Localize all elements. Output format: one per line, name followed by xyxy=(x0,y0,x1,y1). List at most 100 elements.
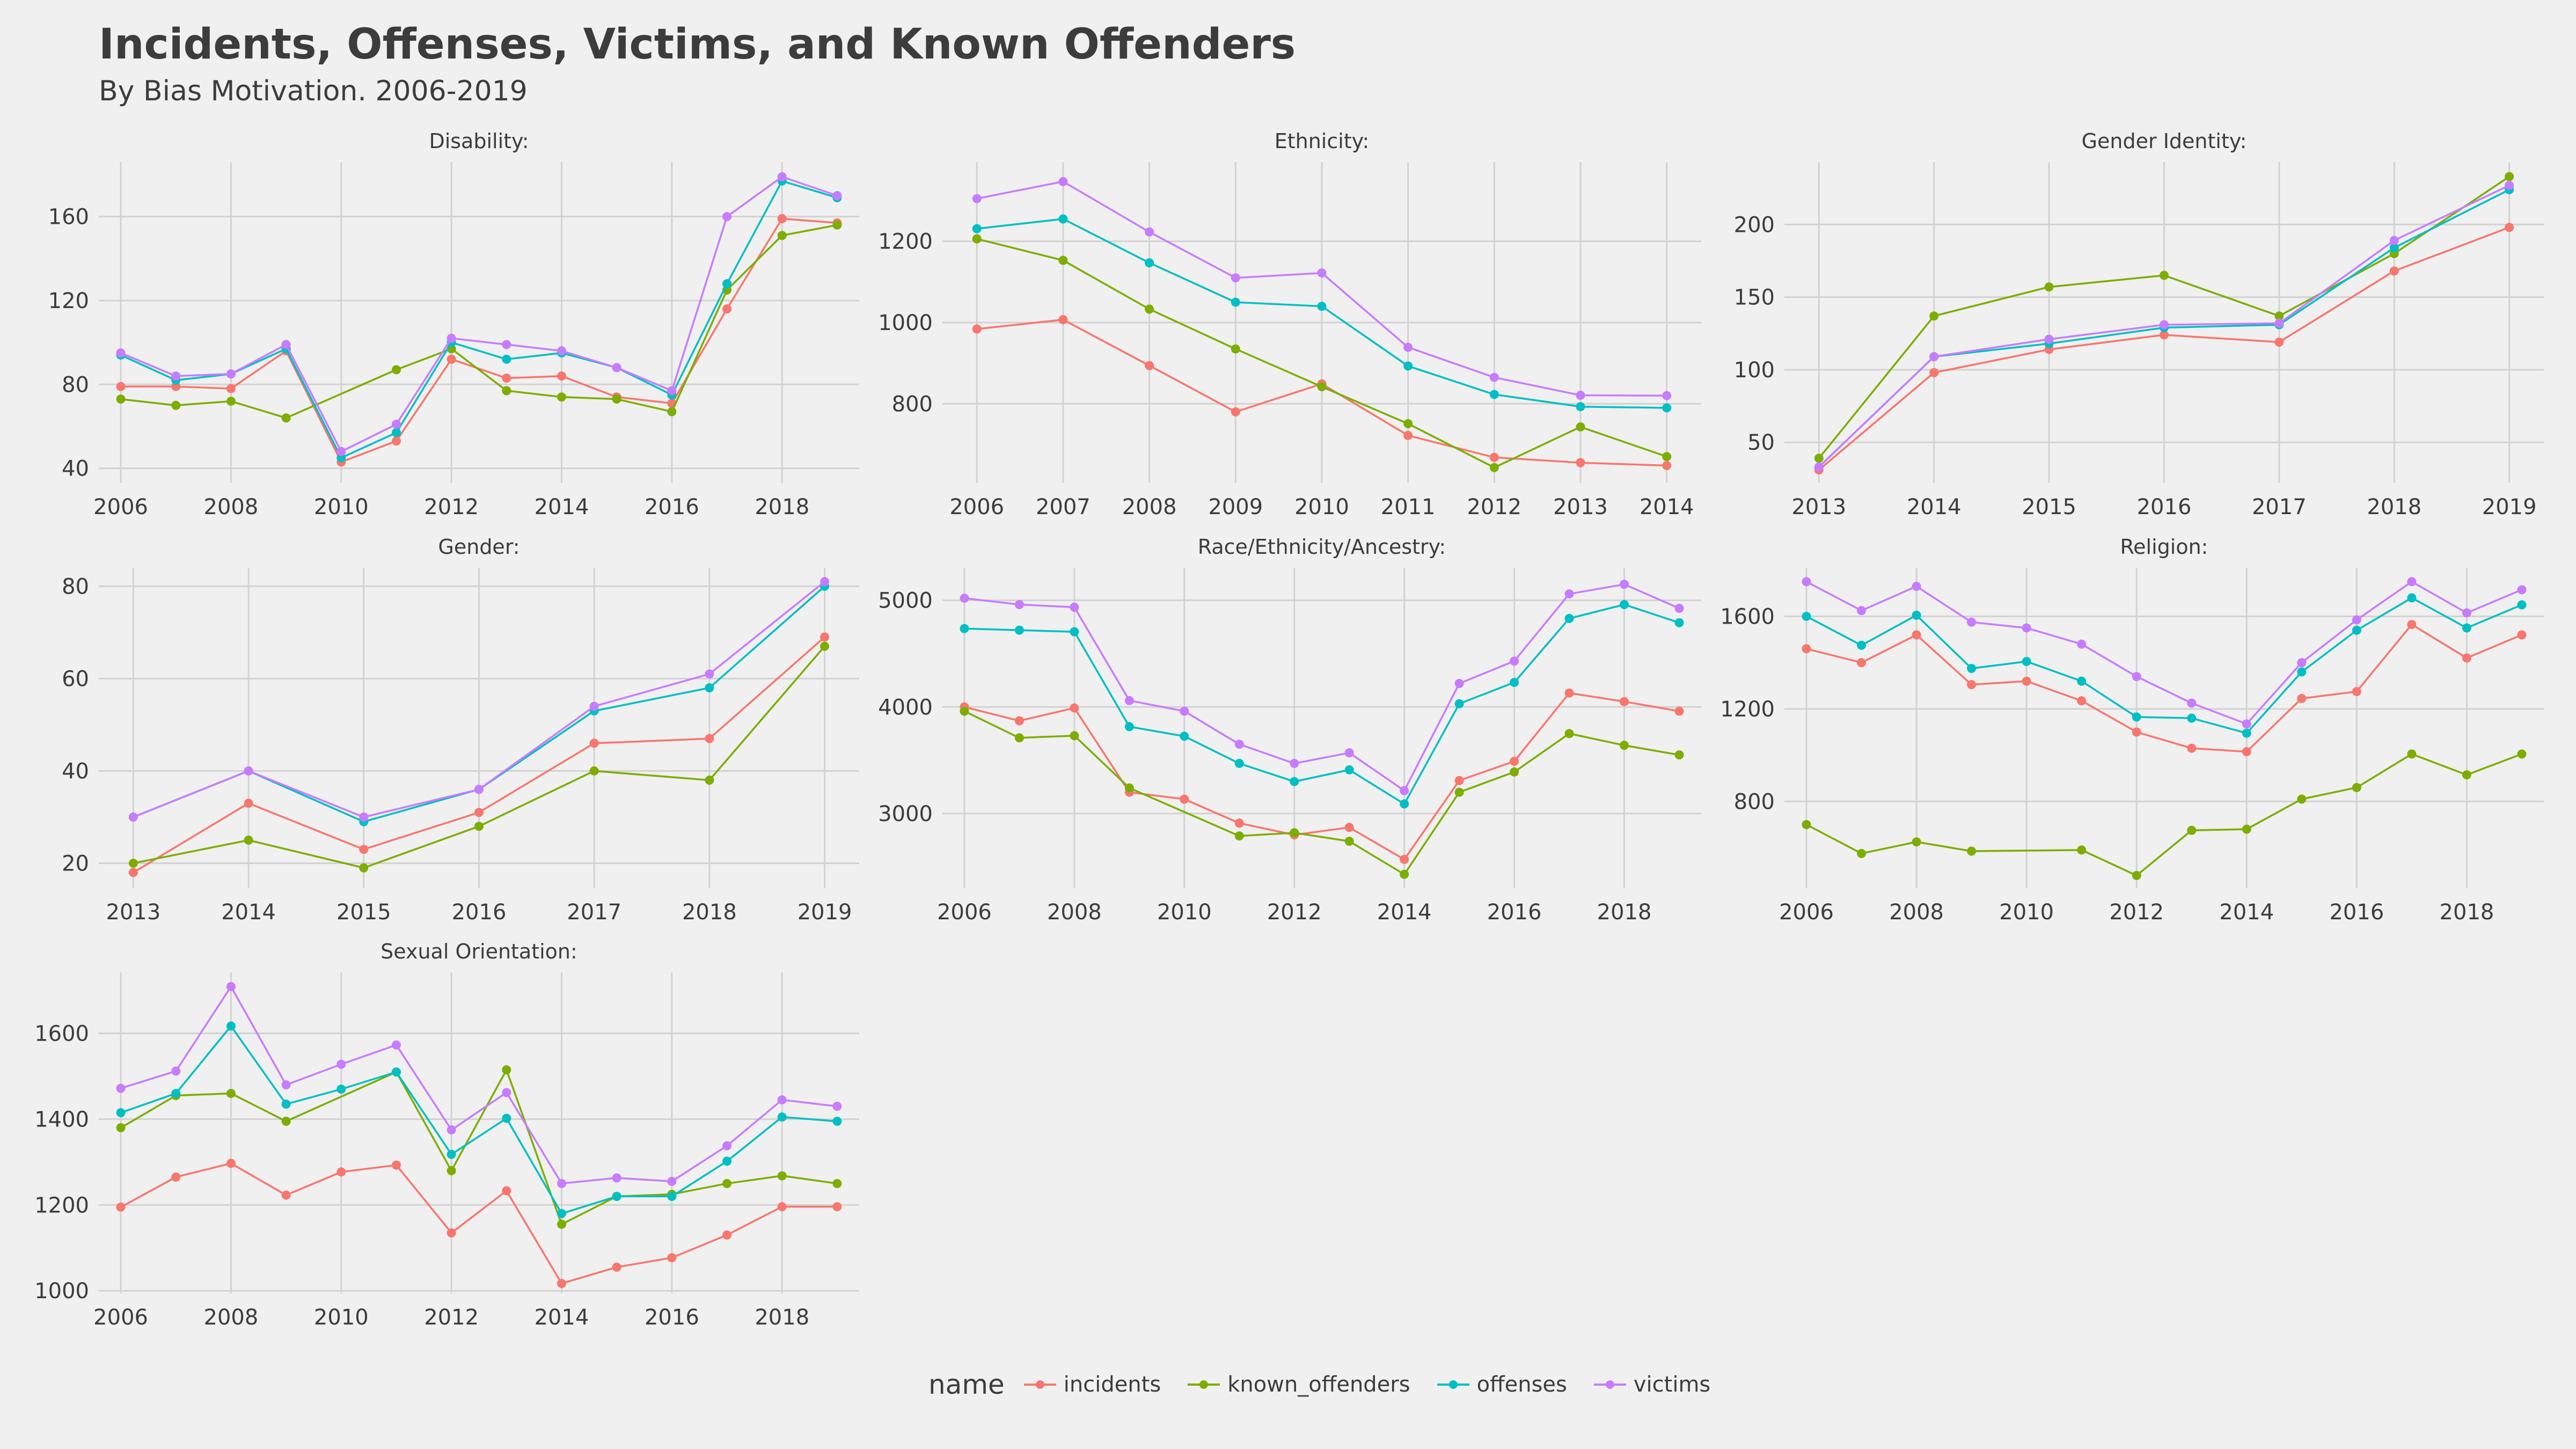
data-point-known-offenders xyxy=(2352,782,2361,792)
x-tick-label: 2014 xyxy=(2219,900,2274,925)
panel-gender-identity: Gender Identity: 2013 2014 2015 2016 2017 2018… xyxy=(1734,129,2544,519)
data-point-incidents xyxy=(2389,266,2399,276)
series-line-incidents xyxy=(121,217,838,464)
data-point-incidents xyxy=(171,1172,181,1182)
data-point-victims xyxy=(1620,580,1629,589)
data-point-known-offenders xyxy=(2505,172,2514,181)
panel-race-ethnicity-ancestry: Race/Ethnicity/Ancestry: 2006 2008 2010 2012… xyxy=(878,535,1701,925)
data-point-offenses xyxy=(1290,777,1299,786)
data-point-victims xyxy=(1489,372,1499,382)
data-point-incidents xyxy=(1231,407,1240,417)
data-point-victims xyxy=(1317,268,1327,278)
data-point-offenses xyxy=(2242,728,2251,738)
data-point-offenses xyxy=(1510,678,1519,687)
data-point-offenses xyxy=(722,279,732,289)
data-point-known-offenders xyxy=(1400,869,1409,879)
data-point-known-offenders xyxy=(1662,452,1672,462)
data-point-known-offenders xyxy=(116,394,126,404)
y-tick-label: 60 xyxy=(62,667,89,691)
data-point-offenses xyxy=(1564,613,1574,623)
data-point-offenses xyxy=(1070,627,1079,636)
data-point-known-offenders xyxy=(281,413,291,423)
data-point-known-offenders xyxy=(557,1219,567,1229)
y-tick-label: 5000 xyxy=(878,589,933,613)
x-tick-label: 2012 xyxy=(424,495,479,519)
legend-label-incidents: incidents xyxy=(1063,1372,1161,1397)
chart-subtitle: By Bias Motivation. 2006-2019 xyxy=(99,75,528,107)
data-point-known-offenders xyxy=(2297,794,2307,804)
data-point-known-offenders xyxy=(1620,741,1629,750)
data-point-incidents xyxy=(2407,620,2417,630)
y-tick-label: 40 xyxy=(62,457,89,481)
y-tick-label: 40 xyxy=(62,759,89,784)
data-point-incidents xyxy=(1857,658,1867,668)
data-point-victims xyxy=(1145,227,1154,237)
data-point-incidents xyxy=(2297,694,2307,704)
x-tick-label: 2010 xyxy=(1294,495,1349,519)
data-point-incidents xyxy=(1802,644,1811,654)
data-point-victims xyxy=(2132,672,2141,682)
x-tick-label: 2010 xyxy=(314,1305,369,1330)
data-point-victims xyxy=(336,447,346,456)
x-tick-label: 2019 xyxy=(2482,495,2537,519)
data-point-victims xyxy=(832,1101,842,1111)
data-point-known-offenders xyxy=(391,365,401,375)
data-point-incidents xyxy=(1234,818,1244,828)
data-point-known-offenders xyxy=(589,766,599,776)
data-point-offenses xyxy=(1317,302,1327,311)
data-point-victims xyxy=(1814,462,1824,472)
x-tick-label: 2007 xyxy=(1036,495,1091,519)
data-point-known-offenders xyxy=(1489,463,1499,472)
y-tick-label: 1000 xyxy=(34,1279,89,1304)
x-tick-label: 2016 xyxy=(2137,495,2192,519)
data-point-known-offenders xyxy=(1967,846,1977,856)
data-point-incidents xyxy=(777,214,787,224)
data-point-offenses xyxy=(2462,623,2471,633)
x-tick-label: 2010 xyxy=(1999,900,2054,925)
data-point-victims xyxy=(391,420,401,429)
data-point-offenses xyxy=(171,1088,181,1098)
data-point-offenses xyxy=(391,428,401,437)
data-point-victims xyxy=(1929,352,1939,362)
data-point-incidents xyxy=(1145,361,1154,370)
data-point-offenses xyxy=(705,683,714,693)
data-point-incidents xyxy=(226,384,236,393)
data-point-incidents xyxy=(226,1159,236,1168)
data-point-victims xyxy=(1802,577,1811,587)
series-line-victims xyxy=(1806,580,2522,726)
data-point-victims xyxy=(116,348,126,358)
y-tick-label: 1200 xyxy=(34,1193,89,1218)
x-tick-label: 2018 xyxy=(755,495,809,519)
data-point-offenses xyxy=(1802,612,1811,621)
data-point-known-offenders xyxy=(1814,453,1824,463)
y-tick-label: 80 xyxy=(62,372,89,397)
data-point-victims xyxy=(722,212,732,222)
facet-title: Religion: xyxy=(2120,535,2208,559)
data-point-victims xyxy=(2505,180,2514,190)
data-point-victims xyxy=(667,1176,677,1186)
data-point-incidents xyxy=(722,1230,732,1240)
data-point-incidents xyxy=(589,738,599,748)
data-point-known-offenders xyxy=(1912,837,1921,847)
data-point-victims xyxy=(2517,585,2527,595)
data-point-victims xyxy=(612,363,621,372)
data-point-incidents xyxy=(391,436,401,446)
x-tick-label: 2018 xyxy=(1597,900,1652,925)
y-tick-label: 120 xyxy=(48,289,89,313)
data-point-victims xyxy=(1510,656,1519,666)
data-point-incidents xyxy=(1489,452,1499,462)
data-point-incidents xyxy=(2505,223,2514,232)
data-point-offenses xyxy=(2077,676,2087,686)
data-point-known-offenders xyxy=(2462,770,2471,780)
legend-key-offenses xyxy=(1437,1380,1469,1389)
y-tick-label: 80 xyxy=(62,574,89,599)
y-tick-label: 20 xyxy=(62,852,89,876)
data-point-victims xyxy=(1070,603,1079,612)
data-point-incidents xyxy=(502,374,511,383)
data-point-offenses xyxy=(972,224,982,233)
data-point-offenses xyxy=(1234,759,1244,769)
data-point-offenses xyxy=(2132,712,2141,722)
data-point-offenses xyxy=(2389,243,2399,253)
data-point-victims xyxy=(1454,679,1464,689)
data-point-victims xyxy=(359,813,369,822)
